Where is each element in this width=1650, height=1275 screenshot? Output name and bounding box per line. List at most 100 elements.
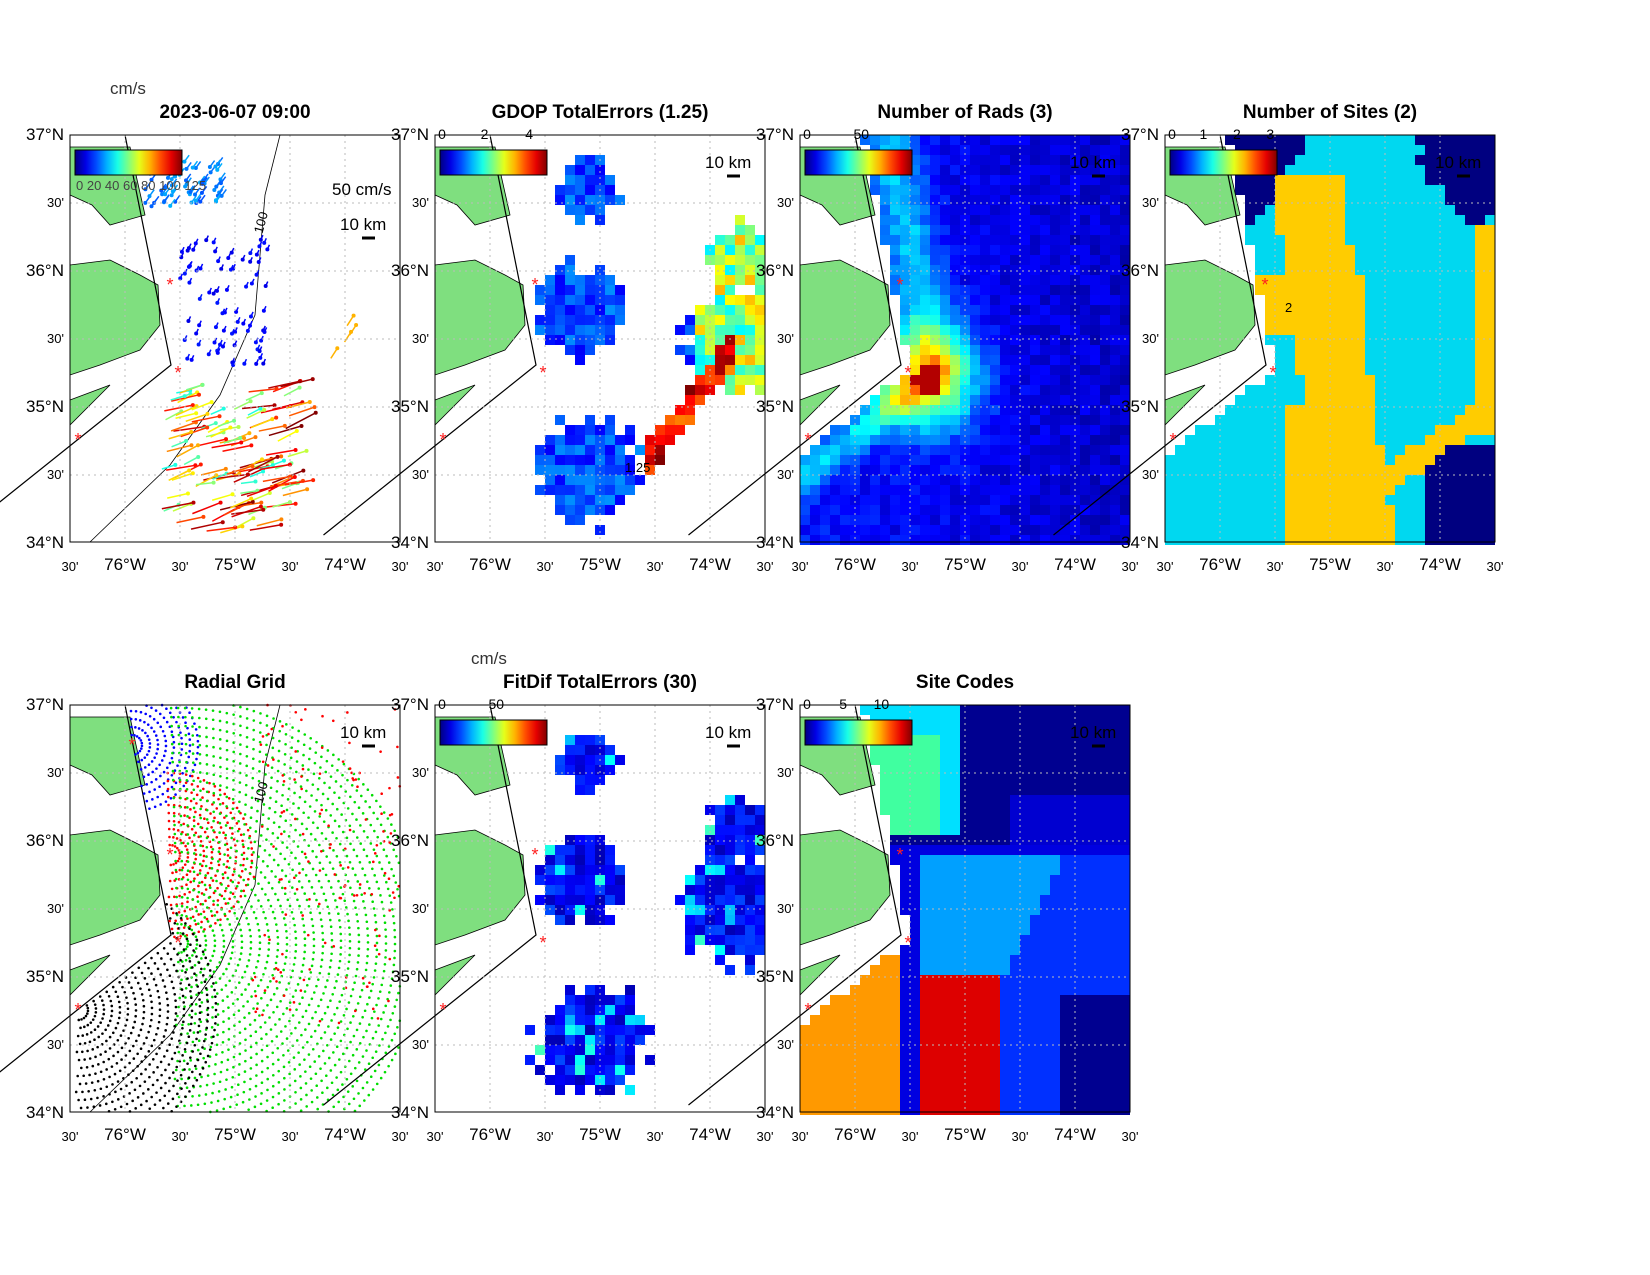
grid-cell bbox=[1375, 425, 1385, 435]
grid-cell bbox=[890, 395, 900, 405]
grid-point bbox=[171, 751, 174, 755]
grid-cell bbox=[615, 305, 625, 315]
grid-point bbox=[180, 969, 184, 972]
grid-cell bbox=[1325, 325, 1335, 335]
grid-cell bbox=[810, 475, 820, 485]
grid-cell bbox=[1405, 405, 1415, 415]
grid-cell bbox=[970, 315, 980, 325]
grid-cell bbox=[1405, 375, 1415, 385]
grid-cell bbox=[1445, 455, 1455, 465]
grid-cell bbox=[1405, 185, 1415, 195]
grid-point bbox=[243, 1080, 246, 1084]
grid-point bbox=[355, 854, 359, 858]
grid-cell bbox=[1295, 465, 1305, 475]
grid-cell bbox=[910, 185, 920, 195]
grid-cell bbox=[1415, 365, 1425, 375]
grid-point bbox=[295, 760, 299, 763]
grid-point bbox=[335, 854, 339, 858]
grid-cell bbox=[990, 445, 1000, 455]
grid-cell bbox=[870, 475, 880, 485]
grid-cell bbox=[1040, 205, 1050, 215]
grid-point bbox=[168, 843, 172, 847]
grid-point bbox=[258, 750, 262, 754]
grid-cell bbox=[1080, 215, 1090, 225]
grid-cell bbox=[1405, 225, 1415, 235]
reference-vector-label: 50 cm/s bbox=[332, 180, 392, 199]
grid-point bbox=[318, 861, 322, 865]
grid-point bbox=[293, 923, 296, 927]
grid-point bbox=[392, 914, 395, 918]
grid-point bbox=[218, 831, 221, 834]
grid-cell bbox=[1275, 165, 1285, 175]
grid-point bbox=[310, 1035, 313, 1039]
grid-cell bbox=[800, 475, 810, 485]
grid-cell bbox=[1050, 455, 1060, 465]
grid-point bbox=[172, 811, 176, 815]
grid-point bbox=[217, 797, 220, 801]
grid-cell bbox=[1475, 135, 1485, 145]
grid-cell bbox=[1175, 505, 1185, 515]
grid-point bbox=[188, 870, 192, 873]
grid-cell bbox=[1365, 335, 1375, 345]
grid-point bbox=[321, 951, 324, 955]
grid-cell bbox=[1355, 515, 1365, 525]
grid-cell bbox=[950, 235, 960, 245]
grid-point bbox=[274, 923, 278, 926]
grid-cell bbox=[1020, 395, 1030, 405]
grid-point bbox=[375, 955, 378, 959]
grid-cell bbox=[1265, 525, 1275, 535]
grid-cell bbox=[1445, 405, 1455, 415]
grid-cell bbox=[1445, 485, 1455, 495]
grid-cell bbox=[1050, 535, 1060, 545]
grid-point bbox=[140, 784, 143, 788]
grid-cell bbox=[1315, 235, 1325, 245]
grid-cell bbox=[1010, 395, 1020, 405]
grid-cell bbox=[1245, 195, 1255, 205]
grid-point bbox=[174, 859, 177, 863]
grid-cell bbox=[735, 255, 745, 265]
grid-point bbox=[180, 841, 183, 845]
grid-cell bbox=[870, 515, 880, 525]
grid-cell bbox=[595, 205, 605, 215]
grid-point bbox=[200, 981, 203, 984]
grid-cell bbox=[1425, 155, 1435, 165]
grid-cell bbox=[1455, 435, 1465, 445]
grid-cell bbox=[595, 475, 605, 485]
grid-cell bbox=[1070, 475, 1080, 485]
grid-point bbox=[246, 828, 250, 832]
grid-cell bbox=[950, 515, 960, 525]
grid-cell bbox=[1285, 235, 1295, 245]
grid-point bbox=[225, 748, 229, 752]
grid-point bbox=[330, 938, 334, 942]
grid-cell bbox=[745, 305, 755, 315]
grid-point bbox=[265, 923, 269, 926]
grid-cell bbox=[1435, 145, 1445, 155]
grid-cell bbox=[715, 275, 725, 285]
grid-cell bbox=[1120, 355, 1130, 365]
grid-point bbox=[319, 965, 323, 968]
grid-cell bbox=[1355, 305, 1365, 315]
vector-head bbox=[149, 204, 154, 209]
grid-point bbox=[241, 839, 244, 843]
grid-point bbox=[197, 913, 200, 916]
grid-cell bbox=[1305, 265, 1315, 275]
grid-point bbox=[335, 807, 339, 811]
grid-cell bbox=[685, 385, 695, 395]
grid-cell bbox=[1040, 475, 1050, 485]
grid-point bbox=[230, 826, 234, 830]
grid-cell bbox=[1040, 155, 1050, 165]
grid-point bbox=[300, 850, 304, 854]
grid-point bbox=[197, 890, 201, 894]
grid-point bbox=[223, 1097, 226, 1101]
grid-point bbox=[185, 787, 189, 791]
grid-cell bbox=[1255, 435, 1265, 445]
grid-point bbox=[283, 962, 287, 965]
grid-cell bbox=[930, 315, 940, 325]
grid-point bbox=[171, 735, 175, 739]
grid-point bbox=[338, 925, 342, 929]
grid-point bbox=[216, 1099, 220, 1103]
grid-cell bbox=[910, 375, 920, 385]
grid-point bbox=[261, 860, 265, 863]
grid-cell bbox=[1070, 285, 1080, 295]
grid-cell bbox=[1455, 145, 1465, 155]
